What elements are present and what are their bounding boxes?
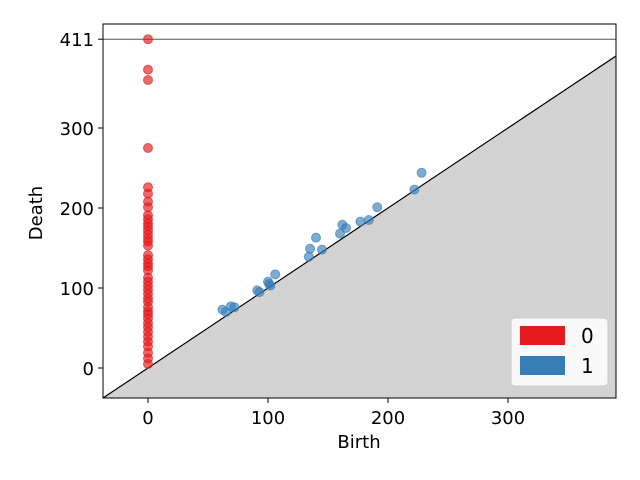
point-dim1-18 xyxy=(363,215,374,225)
legend-label-1: 1 xyxy=(581,354,594,378)
point-dim0-16 xyxy=(143,240,153,251)
x-tick-label-300: 300 xyxy=(491,408,525,429)
point-dim1-12 xyxy=(311,232,321,243)
x-tick-label-0: 0 xyxy=(142,408,153,429)
point-dim1-20 xyxy=(409,184,420,195)
point-dim1-21 xyxy=(416,167,427,178)
y-axis-label: Death xyxy=(26,186,47,240)
legend: 01 xyxy=(510,317,609,387)
point-dim0-1 xyxy=(143,64,153,75)
point-dim1-13 xyxy=(317,244,327,255)
axes: 0 100 200 300 0 100 200 300 411 xyxy=(60,30,526,429)
point-dim0-41 xyxy=(143,359,153,369)
diagonal-line xyxy=(103,55,616,398)
legend-label-0: 0 xyxy=(581,324,594,348)
point-dim1-11 xyxy=(305,243,315,254)
legend-swatch-1 xyxy=(520,356,565,375)
plot-area xyxy=(103,34,616,398)
y-tick-label-200: 200 xyxy=(60,199,94,220)
plot-frame xyxy=(102,23,617,399)
point-dim1-5 xyxy=(254,287,265,297)
point-dim1-8 xyxy=(265,280,276,291)
y-tick-label-100: 100 xyxy=(60,279,94,300)
point-dim1-9 xyxy=(270,269,281,280)
x-tick-label-200: 200 xyxy=(371,408,405,429)
point-dim1-17 xyxy=(355,216,366,227)
legend-swatch-0 xyxy=(520,326,565,345)
y-tick-label-300: 300 xyxy=(60,119,94,140)
point-dim1-19 xyxy=(372,202,383,213)
point-dim0-2 xyxy=(143,75,153,85)
point-dim0-3 xyxy=(143,143,153,153)
x-tick-label-100: 100 xyxy=(251,408,285,429)
point-dim1-16 xyxy=(341,223,351,233)
x-axis-label: Birth xyxy=(337,432,380,453)
y-tick-label-411: 411 xyxy=(60,30,94,51)
point-dim0-0 xyxy=(143,34,153,45)
y-tick-label-0: 0 xyxy=(83,359,94,380)
point-dim1-3 xyxy=(229,302,240,313)
